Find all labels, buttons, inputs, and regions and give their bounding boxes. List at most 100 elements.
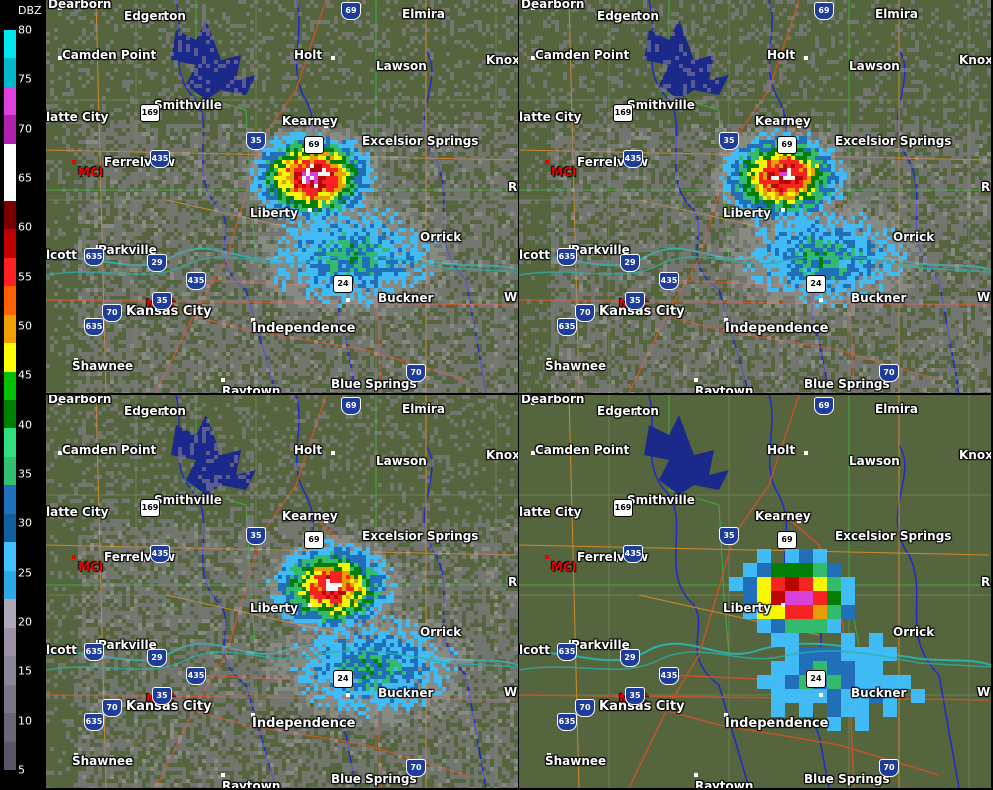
shield-us169: 169 [613, 104, 633, 122]
scale-segment [4, 200, 16, 230]
shield-i35-south: 35 [625, 687, 645, 705]
label-lawson: Lawson [376, 454, 427, 468]
shield-i70-west: 70 [102, 304, 122, 322]
scale-segment [4, 343, 16, 373]
label-shawnee: Shawnee [72, 754, 134, 768]
label-kearney: Kearney [282, 509, 338, 523]
shield-i435-east: 435 [186, 667, 206, 685]
label-kearney: Kearney [755, 509, 811, 523]
shield-us69-north: 69 [341, 397, 361, 415]
scale-tick: 25 [18, 566, 32, 580]
label-camden-point: Camden Point [62, 48, 157, 62]
shield-us69: 69 [304, 531, 324, 549]
scale-segment [4, 115, 16, 145]
scale-segment [4, 314, 16, 344]
scale-tick: 55 [18, 270, 32, 284]
scale-bar [4, 30, 16, 771]
label-kearney: Kearney [755, 114, 811, 128]
map-overlay [519, 255, 991, 276]
label-parkville: Parkville [98, 638, 157, 652]
label-buckner: Buckner [851, 686, 907, 700]
shield-i29: 29 [620, 649, 640, 667]
scale-segment [4, 58, 16, 88]
label-smithville: Smithville [154, 98, 222, 112]
label-smithville: Smithville [627, 98, 695, 112]
label-camden-point: Camden Point [535, 443, 630, 457]
shield-i70-east: 70 [406, 759, 426, 777]
label-mci-airport: MCI [78, 165, 104, 179]
scale-tick: 65 [18, 171, 32, 185]
scale-tick: 15 [18, 664, 32, 678]
label-elmira: Elmira [875, 402, 918, 416]
shield-i29: 29 [620, 254, 640, 272]
label-raytown: Raytown [222, 384, 281, 393]
label-dearborn: Dearborn [521, 395, 585, 406]
roads [519, 395, 990, 788]
scale-tick: 45 [18, 368, 32, 382]
missouri-river [519, 642, 991, 666]
shield-i435-north: 435 [150, 150, 170, 168]
shield-i35: 35 [719, 527, 739, 545]
shield-i70-east: 70 [406, 364, 426, 382]
label-holt: Holt [294, 443, 323, 457]
label-platte-city: latte City [46, 110, 109, 124]
label-dearborn: Dearborn [521, 0, 585, 11]
scale-segment [4, 542, 16, 572]
label-platte-city: latte City [519, 505, 582, 519]
shield-i635-south: 635 [84, 318, 104, 336]
label-edgerton: Edgerton [124, 404, 186, 418]
scale-tick: 5 [18, 763, 25, 777]
radar-panel-bottom-right: Dearborn Edgerton Elmira Camden Point Ho… [519, 395, 991, 788]
shield-i435-east: 435 [186, 272, 206, 290]
label-smithville: Smithville [627, 493, 695, 507]
label-parkville: Parkville [571, 638, 630, 652]
radar-overlay [729, 549, 925, 731]
shield-i35-south: 35 [152, 687, 172, 705]
label-liberty: Liberty [250, 206, 298, 220]
label-wolcott: lcott [519, 248, 550, 262]
label-blue-springs: Blue Springs [804, 377, 890, 391]
label-mci-airport: MCI [551, 165, 577, 179]
shield-i635-south: 635 [557, 318, 577, 336]
radar-overlay [519, 0, 991, 393]
label-lawson: Lawson [376, 59, 427, 73]
scale-segment [4, 599, 16, 629]
label-blue-springs: Blue Springs [804, 772, 890, 786]
shield-us69-north: 69 [814, 2, 834, 20]
label-blue-springs: Blue Springs [331, 377, 417, 391]
shield-us69-north: 69 [341, 2, 361, 20]
label-edge-w: W [504, 685, 518, 699]
label-platte-city: latte City [46, 505, 109, 519]
shield-i35: 35 [246, 527, 266, 545]
scale-segment [4, 229, 16, 259]
label-orrick: Orrick [893, 625, 935, 639]
label-orrick: Orrick [893, 230, 935, 244]
label-excelsior-springs: Excelsior Springs [362, 134, 479, 148]
label-edge-r: R [981, 180, 991, 194]
scale-tick: 75 [18, 72, 32, 86]
radar-panel-top-right: Dearborn Edgerton Elmira Camden Point Ho… [519, 0, 991, 393]
label-shawnee: Shawnee [545, 359, 607, 373]
label-kansas-city: Kansas City [599, 304, 685, 319]
scale-tick: 10 [18, 714, 32, 728]
shield-i70-east: 70 [879, 364, 899, 382]
scale-segment [4, 713, 16, 743]
label-excelsior-springs: Excelsior Springs [835, 529, 952, 543]
label-shawnee: Shawnee [545, 754, 607, 768]
shield-i635-south: 635 [84, 713, 104, 731]
shield-i70-west: 70 [102, 699, 122, 717]
label-smithville: Smithville [154, 493, 222, 507]
label-liberty: Liberty [723, 601, 771, 615]
label-buckner: Buckner [378, 291, 434, 305]
label-raytown: Raytown [695, 779, 754, 788]
label-parkville: Parkville [571, 243, 630, 257]
scale-segment [4, 428, 16, 458]
label-holt: Holt [767, 443, 796, 457]
label-kansas-city: Kansas City [599, 699, 685, 714]
shield-us24: 24 [333, 275, 353, 293]
label-wolcott: lcott [519, 643, 550, 657]
scale-segment [4, 513, 16, 543]
label-independence: Independence [252, 716, 356, 731]
label-edgerton: Edgerton [124, 9, 186, 23]
shield-us24: 24 [333, 670, 353, 688]
